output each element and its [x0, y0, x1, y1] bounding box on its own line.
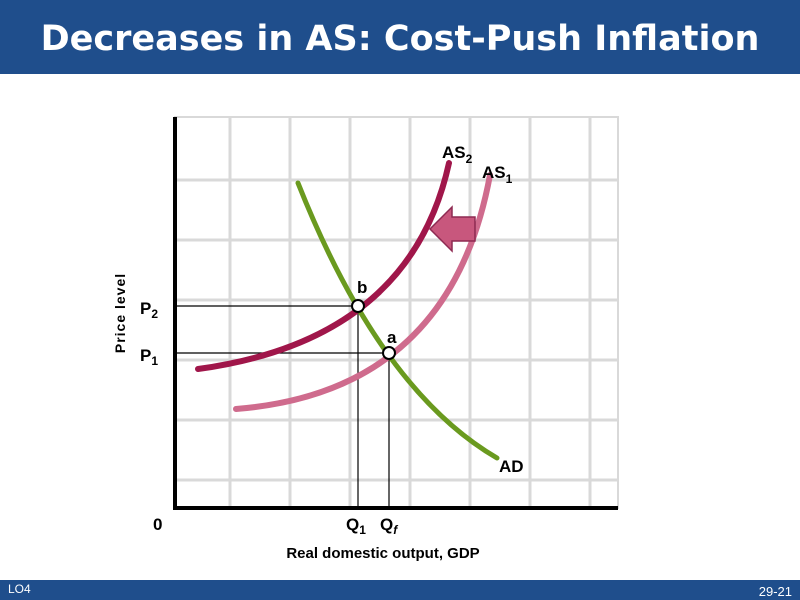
qf-label: Qf — [380, 515, 398, 537]
as2-label-main: AS — [442, 143, 466, 162]
y-axis-title: Price level — [112, 273, 128, 353]
q1-label-sub: 1 — [359, 523, 366, 537]
q1-label: Q1 — [346, 515, 366, 537]
point-a-label: a — [387, 328, 397, 347]
title-bar — [0, 0, 800, 74]
footer-lo-label: LO4 — [8, 582, 31, 596]
as1-label: AS1 — [482, 163, 513, 186]
footer-bar — [0, 580, 800, 600]
as2-label-sub: 2 — [466, 152, 473, 166]
origin-label: 0 — [153, 515, 162, 534]
as1-label-main: AS — [482, 163, 506, 182]
as1-curve — [233, 172, 493, 412]
p2-label: P2 — [140, 299, 158, 321]
left-arrow-icon — [428, 205, 476, 253]
as1-label-sub: 1 — [506, 172, 513, 186]
point-b-label: b — [357, 278, 367, 297]
p1-label-sub: 1 — [151, 354, 158, 368]
plot-frame — [174, 116, 619, 509]
point-b-marker — [351, 299, 365, 313]
p1-label-main: P — [140, 346, 151, 365]
point-a-marker — [382, 346, 396, 360]
x-axis-title: Real domestic output, GDP — [286, 545, 479, 562]
p2-label-sub: 2 — [151, 307, 158, 321]
p1-label: P1 — [140, 346, 158, 368]
ad-label: AD — [499, 457, 524, 476]
as2-curve — [195, 160, 452, 372]
qf-label-sub: f — [393, 523, 398, 537]
p2-label-main: P — [140, 299, 151, 318]
page-number: 29-21 — [758, 584, 792, 599]
qf-label-main: Q — [380, 515, 393, 534]
as2-label: AS2 — [442, 143, 473, 166]
grid — [175, 117, 618, 508]
slide-title: Decreases in AS: Cost-Push Inflation — [40, 19, 760, 59]
q1-label-main: Q — [346, 515, 359, 534]
